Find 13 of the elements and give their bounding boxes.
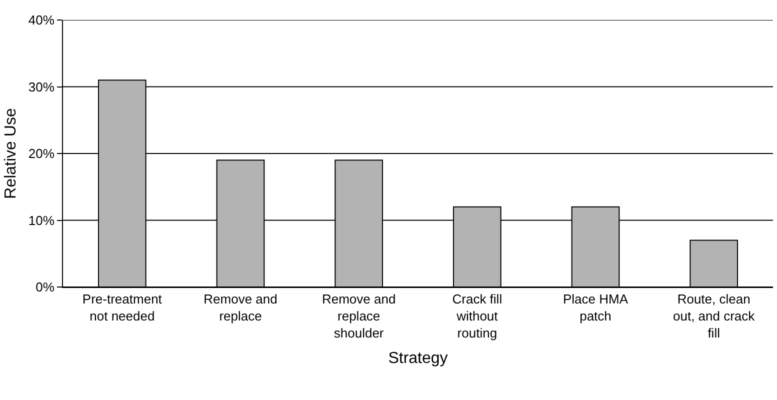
x-tick-label: Remove and replace: [204, 292, 278, 324]
y-axis-title: Relative Use: [2, 108, 20, 199]
x-tick-label: Place HMA patch: [562, 292, 628, 324]
x-axis-title: Strategy: [388, 350, 448, 368]
y-tick-label: 30%: [28, 79, 55, 94]
y-tick-label: 0%: [36, 280, 55, 295]
x-tick-label: Crack fill without routing: [452, 292, 502, 340]
y-tick-label: 10%: [28, 212, 55, 228]
x-tick-label: Remove and replace shoulder: [322, 292, 396, 340]
y-tick-label: 40%: [28, 12, 55, 28]
x-tick-label: Pre-treatment not needed: [82, 292, 162, 324]
x-tick-label: Route, clean out, and crack fill: [673, 292, 756, 340]
y-tick-label: 20%: [28, 146, 55, 162]
